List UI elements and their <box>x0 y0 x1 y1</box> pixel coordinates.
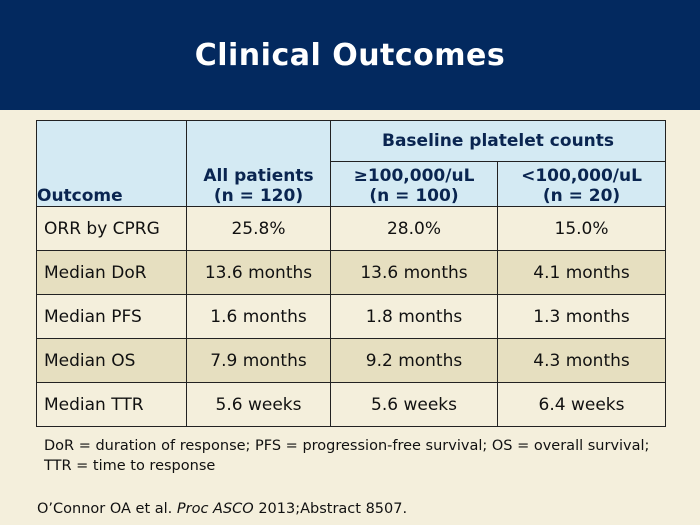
cell-high-platelet: 9.2 months <box>330 338 498 383</box>
table-row: ORR by CPRG 25.8% 28.0% 15.0% <box>36 206 667 251</box>
cell-high-platelet: 13.6 months <box>330 250 498 295</box>
cell-high-platelet: 28.0% <box>330 206 498 251</box>
table-row: Median OS 7.9 months 9.2 months 4.3 mont… <box>36 338 667 383</box>
all-patients-label: All patients <box>203 166 314 186</box>
column-group-header-platelet: Baseline platelet counts <box>329 120 667 162</box>
cell-all-patients: 13.6 months <box>186 250 331 295</box>
cell-low-platelet: 6.4 weeks <box>496 382 667 427</box>
cell-low-platelet: 15.0% <box>496 206 667 251</box>
row-label: Median OS <box>36 338 187 383</box>
cell-all-patients: 25.8% <box>186 206 331 251</box>
row-label: Median DoR <box>36 250 187 295</box>
table-row: Median DoR 13.6 months 13.6 months 4.1 m… <box>36 250 667 295</box>
cell-all-patients: 7.9 months <box>186 338 331 383</box>
cell-high-platelet: 5.6 weeks <box>330 382 498 427</box>
page-title: Clinical Outcomes <box>194 37 506 73</box>
cell-low-platelet: 4.1 months <box>496 250 667 295</box>
high-platelet-label: ≥100,000/uL <box>353 166 475 186</box>
row-label: Median TTR <box>36 382 187 427</box>
column-header-all-patients: All patients (n = 120) <box>186 120 331 207</box>
title-banner: Clinical Outcomes <box>0 0 700 110</box>
low-platelet-label: <100,000/uL <box>521 166 642 186</box>
row-label: ORR by CPRG <box>36 206 187 251</box>
cell-low-platelet: 1.3 months <box>496 294 667 339</box>
cell-all-patients: 1.6 months <box>186 294 331 339</box>
citation-journal: Proc ASCO <box>176 501 254 517</box>
low-platelet-n: (n = 20) <box>542 186 621 206</box>
column-header-low-platelet: <100,000/uL (n = 20) <box>496 161 667 207</box>
high-platelet-n: (n = 100) <box>369 186 459 206</box>
row-label: Median PFS <box>36 294 187 339</box>
cell-low-platelet: 4.3 months <box>496 338 667 383</box>
table-row: Median TTR 5.6 weeks 5.6 weeks 6.4 weeks <box>36 382 667 427</box>
table-row: Median PFS 1.6 months 1.8 months 1.3 mon… <box>36 294 667 339</box>
abbreviation-footnote: DoR = duration of response; PFS = progre… <box>44 438 650 474</box>
column-header-outcome: Outcome <box>36 120 187 207</box>
citation-authors: O’Connor OA et al. <box>37 501 173 517</box>
cell-high-platelet: 1.8 months <box>330 294 498 339</box>
citation-details: 2013;Abstract 8507. <box>258 501 408 517</box>
outcomes-table: Outcome All patients (n = 120) Baseline … <box>36 120 667 427</box>
all-patients-n: (n = 120) <box>213 186 304 206</box>
cell-all-patients: 5.6 weeks <box>186 382 331 427</box>
column-header-high-platelet: ≥100,000/uL (n = 100) <box>330 161 498 207</box>
citation: O’Connor OA et al. Proc ASCO 2013;Abstra… <box>37 501 407 517</box>
